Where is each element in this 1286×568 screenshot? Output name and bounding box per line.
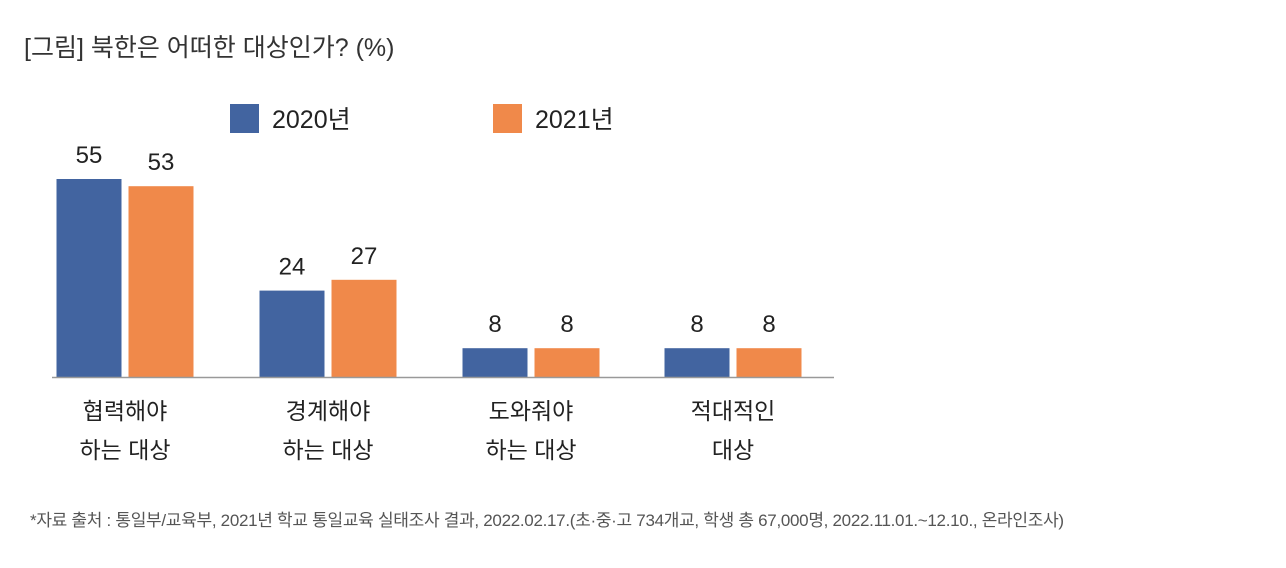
chart-title: [그림] 북한은 어떠한 대상인가? (%) [24,34,395,62]
bar-3-0 [664,348,730,377]
bar-1-0 [259,290,325,377]
bar-2-1 [534,348,600,377]
legend-swatch-0 [230,104,259,133]
category-label-3-1: 대상 [712,437,754,463]
category-label-3-0: 적대적인 [691,398,776,424]
bar-0-1 [128,186,194,377]
bar-0-0 [56,179,122,377]
data-label-3-0: 8 [690,311,703,338]
bar-3-1 [736,348,802,377]
bar-1-1 [331,279,397,377]
legend-swatch-1 [493,104,522,133]
legend-label-1: 2021년 [535,106,614,134]
category-label-0-0: 협력해야 [83,398,168,424]
category-label-1-0: 경계해야 [286,398,371,424]
legend-label-0: 2020년 [272,106,351,134]
bar-2-0 [462,348,528,377]
category-label-2-1: 하는 대상 [485,437,576,463]
source-note: *자료 출처 : 통일부/교육부, 2021년 학교 통일교육 실태조사 결과,… [30,511,1064,530]
data-label-0-1: 53 [148,149,175,176]
data-label-2-0: 8 [488,311,501,338]
category-label-2-0: 도와줘야 [489,398,574,424]
category-label-0-1: 하는 대상 [79,437,170,463]
data-label-3-1: 8 [762,311,775,338]
data-label-1-0: 24 [279,254,306,281]
data-label-1-1: 27 [351,243,378,270]
category-label-1-1: 하는 대상 [282,437,373,463]
data-label-0-0: 55 [76,142,103,169]
data-label-2-1: 8 [560,311,573,338]
